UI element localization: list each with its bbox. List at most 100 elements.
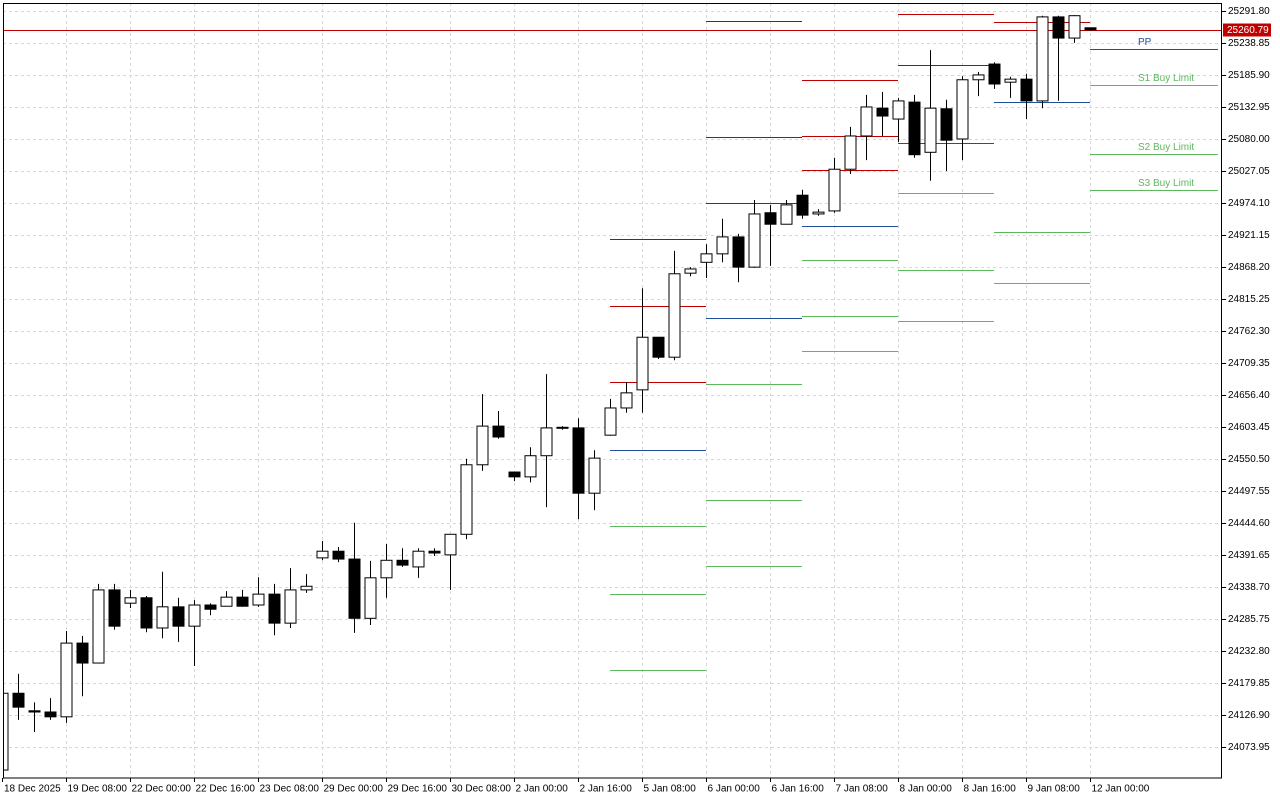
- candle-body: [460, 464, 473, 535]
- candle-body: [556, 426, 569, 429]
- y-tick-label: 25185.90: [1228, 70, 1270, 81]
- candle-body: [540, 427, 553, 457]
- pivot-label: S1 Buy Limit: [1138, 73, 1194, 84]
- y-tick-label: 24550.50: [1228, 454, 1270, 465]
- x-tick-label: 22 Dec 16:00: [196, 784, 256, 795]
- candle-body: [268, 593, 281, 624]
- y-tick-label: 24603.45: [1228, 422, 1270, 433]
- x-tick-label: 29 Dec 00:00: [324, 784, 384, 795]
- candle-body: [764, 212, 777, 225]
- candle-body: [204, 604, 217, 610]
- y-tick-label: 24921.15: [1228, 230, 1270, 241]
- candle-body: [796, 194, 809, 216]
- candle-body: [652, 336, 665, 358]
- candle-body: [476, 425, 489, 466]
- candle-body: [140, 597, 153, 629]
- candle-body: [236, 596, 249, 607]
- grid: [3, 3, 1222, 778]
- x-tick-label: 22 Dec 00:00: [132, 784, 192, 795]
- candle-body: [940, 108, 953, 141]
- y-tick-label: 24232.80: [1228, 646, 1270, 657]
- y-tick-label: 24126.90: [1228, 710, 1270, 721]
- candle-body: [972, 74, 985, 81]
- plot-area: PP S1 Buy Limit S2 Buy Limit S3 Buy Limit: [3, 14, 1222, 771]
- y-tick-label: 24391.65: [1228, 550, 1270, 561]
- candle-body: [284, 589, 297, 624]
- x-tick-label: 12 Jan 00:00: [1092, 784, 1150, 795]
- candle-body: [1052, 16, 1065, 39]
- y-tick-label: 25291.80: [1228, 6, 1270, 17]
- x-tick-label: 2 Jan 16:00: [580, 784, 633, 795]
- candle-body: [492, 425, 505, 438]
- candle-body: [684, 268, 697, 274]
- candle-body: [572, 427, 585, 494]
- y-tick-label: 24974.10: [1228, 198, 1270, 209]
- candle-body: [316, 550, 329, 559]
- candle-body: [428, 550, 441, 554]
- current-price-tag: [1223, 23, 1271, 37]
- candle-body: [380, 559, 393, 579]
- candle-body: [860, 106, 873, 137]
- pivot-label: PP: [1138, 37, 1152, 48]
- x-tick-label: 8 Jan 00:00: [900, 784, 953, 795]
- candle-body: [28, 710, 41, 713]
- current-price-label: 25260.79: [1227, 25, 1269, 36]
- y-tick-label: 25132.95: [1228, 102, 1270, 113]
- candle-body: [44, 711, 57, 718]
- candle-body: [396, 559, 409, 566]
- y-tick-label: 24762.30: [1228, 326, 1270, 337]
- candle-body: [1036, 16, 1049, 102]
- x-tick-label: 6 Jan 00:00: [708, 784, 761, 795]
- candle-body: [748, 213, 761, 268]
- candle-body: [812, 211, 825, 215]
- y-tick-label: 24815.25: [1228, 294, 1270, 305]
- candle-body: [412, 550, 425, 568]
- y-tick-label: 24868.20: [1228, 262, 1270, 273]
- candle-body: [60, 642, 73, 718]
- y-tick-label: 25238.85: [1228, 38, 1270, 49]
- x-tick-label: 6 Jan 16:00: [772, 784, 825, 795]
- y-tick-label: 24656.40: [1228, 390, 1270, 401]
- y-tick-label: 24179.85: [1228, 678, 1270, 689]
- candle-body: [508, 471, 521, 478]
- axes: 25291.80 25238.85 25185.90 25132.95 25080.00…: [2, 6, 1271, 795]
- y-tick-label: 24709.35: [1228, 358, 1270, 369]
- candle-body: [620, 392, 633, 409]
- candle-body: [732, 236, 745, 268]
- candle-body: [92, 589, 105, 664]
- y-tick-label: 25027.05: [1228, 166, 1270, 177]
- candle-body: [780, 204, 793, 225]
- y-tick-label: 24285.75: [1228, 614, 1270, 625]
- plot-frame: [3, 3, 1222, 779]
- candle-body: [332, 550, 345, 560]
- x-tick-label: 23 Dec 08:00: [260, 784, 320, 795]
- candle-body: [636, 336, 649, 391]
- candle-body: [1084, 27, 1097, 31]
- x-tick-label: 2 Jan 00:00: [516, 784, 569, 795]
- y-tick-label: 24444.60: [1228, 518, 1270, 529]
- candle-body: [188, 604, 201, 627]
- x-tick-label: 29 Dec 16:00: [388, 784, 448, 795]
- x-tick-label: 18 Dec 2025: [4, 784, 61, 795]
- candle-body: [588, 457, 601, 494]
- candle-body: [220, 596, 233, 607]
- candle-body: [1020, 78, 1033, 102]
- candle-body: [156, 606, 169, 629]
- x-tick-label: 9 Jan 08:00: [1028, 784, 1081, 795]
- y-tick-label: 24073.95: [1228, 742, 1270, 753]
- x-tick-label: 19 Dec 08:00: [68, 784, 128, 795]
- pivot-label: S2 Buy Limit: [1138, 142, 1194, 153]
- candle-body: [828, 168, 841, 212]
- candle-body: [300, 585, 313, 591]
- x-tick-label: 5 Jan 08:00: [644, 784, 697, 795]
- candle-body: [348, 558, 361, 619]
- candle-body: [76, 642, 89, 664]
- pivot-label: S3 Buy Limit: [1138, 178, 1194, 189]
- candle-body: [668, 273, 681, 358]
- x-tick-label: 7 Jan 08:00: [836, 784, 889, 795]
- candle-body: [3, 692, 9, 771]
- candle-body: [844, 135, 857, 170]
- x-tick-label: 30 Dec 08:00: [452, 784, 512, 795]
